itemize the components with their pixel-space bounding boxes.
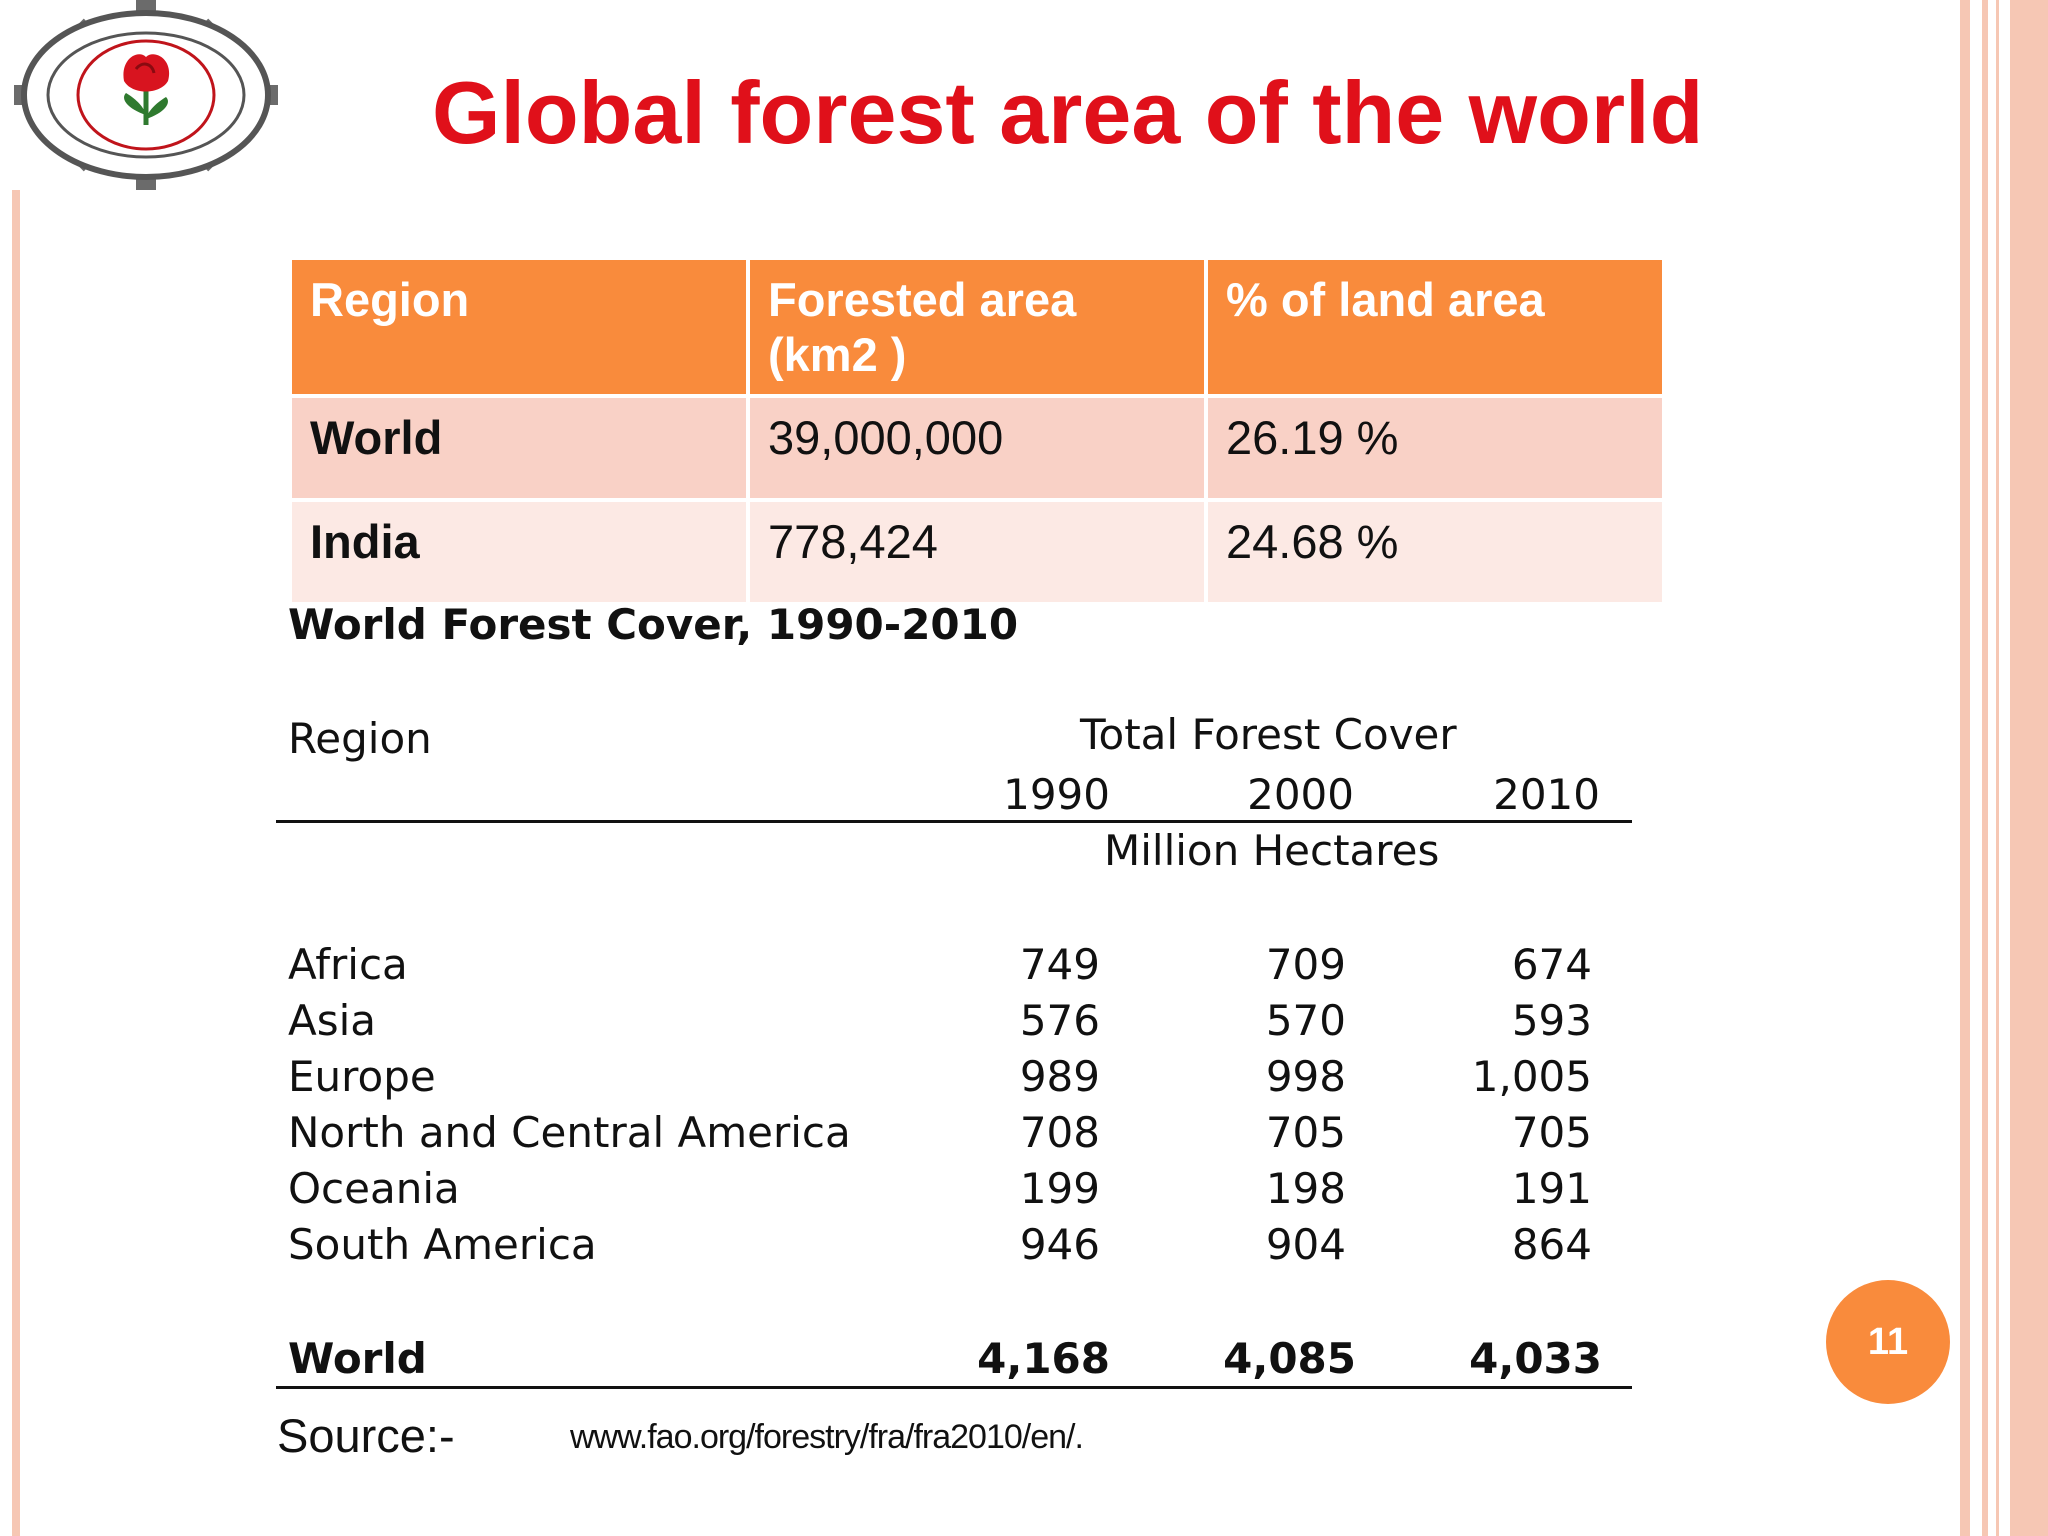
- row-percent: 26.19 %: [1208, 398, 1662, 498]
- fao-row-value: 593: [1511, 996, 1592, 1045]
- row-region: India: [292, 502, 746, 602]
- header-forested-area: Forested area (km2 ): [750, 260, 1204, 394]
- fao-row-value: 191: [1511, 1164, 1592, 1213]
- fao-row-region: Africa: [288, 940, 408, 989]
- fao-row-value: 709: [1265, 940, 1346, 989]
- fao-row-value: 904: [1265, 1220, 1346, 1269]
- fao-row-value: 1,005: [1471, 1052, 1592, 1101]
- fao-row-region: South America: [288, 1220, 597, 1269]
- fao-row-value: 576: [1019, 996, 1100, 1045]
- table-header-row: Region Forested area (km2 ) % of land ar…: [292, 260, 1662, 394]
- fao-total-region: World: [288, 1334, 427, 1383]
- forest-area-table: Region Forested area (km2 ) % of land ar…: [288, 256, 1666, 606]
- source-label: Source:-: [277, 1409, 455, 1462]
- row-area: 39,000,000: [750, 398, 1204, 498]
- fao-row-value: 705: [1511, 1108, 1592, 1157]
- fao-total-value: 4,033: [1469, 1334, 1602, 1383]
- row-percent: 24.68 %: [1208, 502, 1662, 602]
- source-url[interactable]: www.fao.org/forestry/fra/fra2010/en/.: [570, 1418, 1084, 1456]
- header-region: Region: [292, 260, 746, 394]
- fao-region-header: Region: [288, 714, 432, 763]
- slide-title: Global forest area of the world: [432, 63, 1704, 162]
- fao-row-value: 198: [1265, 1164, 1346, 1213]
- fao-row-value: 864: [1511, 1220, 1592, 1269]
- fao-total-value: 4,085: [1223, 1334, 1356, 1383]
- fao-row-value: 705: [1265, 1108, 1346, 1157]
- fao-group-header: Total Forest Cover: [1080, 710, 1457, 759]
- fao-row-value: 749: [1019, 940, 1100, 989]
- fao-year-2010: 2010: [1493, 770, 1600, 819]
- header-rule: [276, 820, 1632, 823]
- institute-logo: [6, 0, 288, 193]
- table-row: India 778,424 24.68 %: [292, 502, 1662, 602]
- world-forest-cover-table: World Forest Cover, 1990-2010 Region Tot…: [270, 590, 1650, 1460]
- footer-rule: [276, 1386, 1632, 1389]
- row-area: 778,424: [750, 502, 1204, 602]
- fao-unit-label: Million Hectares: [1104, 826, 1440, 875]
- fao-row-region: Europe: [288, 1052, 436, 1101]
- fao-row-value: 989: [1019, 1052, 1100, 1101]
- table-row: World 39,000,000 26.19 %: [292, 398, 1662, 498]
- fao-row-value: 570: [1265, 996, 1346, 1045]
- fao-row-value: 708: [1019, 1108, 1100, 1157]
- fao-year-2000: 2000: [1247, 770, 1354, 819]
- fao-row-value: 674: [1511, 940, 1592, 989]
- fao-year-1990: 1990: [1003, 770, 1110, 819]
- page-number-badge: 11: [1826, 1280, 1950, 1404]
- left-border-stripe: [12, 190, 20, 1536]
- fao-total-value: 4,168: [977, 1334, 1110, 1383]
- fao-row-value: 998: [1265, 1052, 1346, 1101]
- row-region: World: [292, 398, 746, 498]
- right-border-stripes: [1960, 0, 2048, 1536]
- fao-row-region: North and Central America: [288, 1108, 851, 1157]
- fao-row-value: 946: [1019, 1220, 1100, 1269]
- fao-row-value: 199: [1019, 1164, 1100, 1213]
- header-percent-land: % of land area: [1208, 260, 1662, 394]
- fao-table-title: World Forest Cover, 1990-2010: [288, 600, 1019, 649]
- fao-row-region: Oceania: [288, 1164, 460, 1213]
- fao-row-region: Asia: [288, 996, 377, 1045]
